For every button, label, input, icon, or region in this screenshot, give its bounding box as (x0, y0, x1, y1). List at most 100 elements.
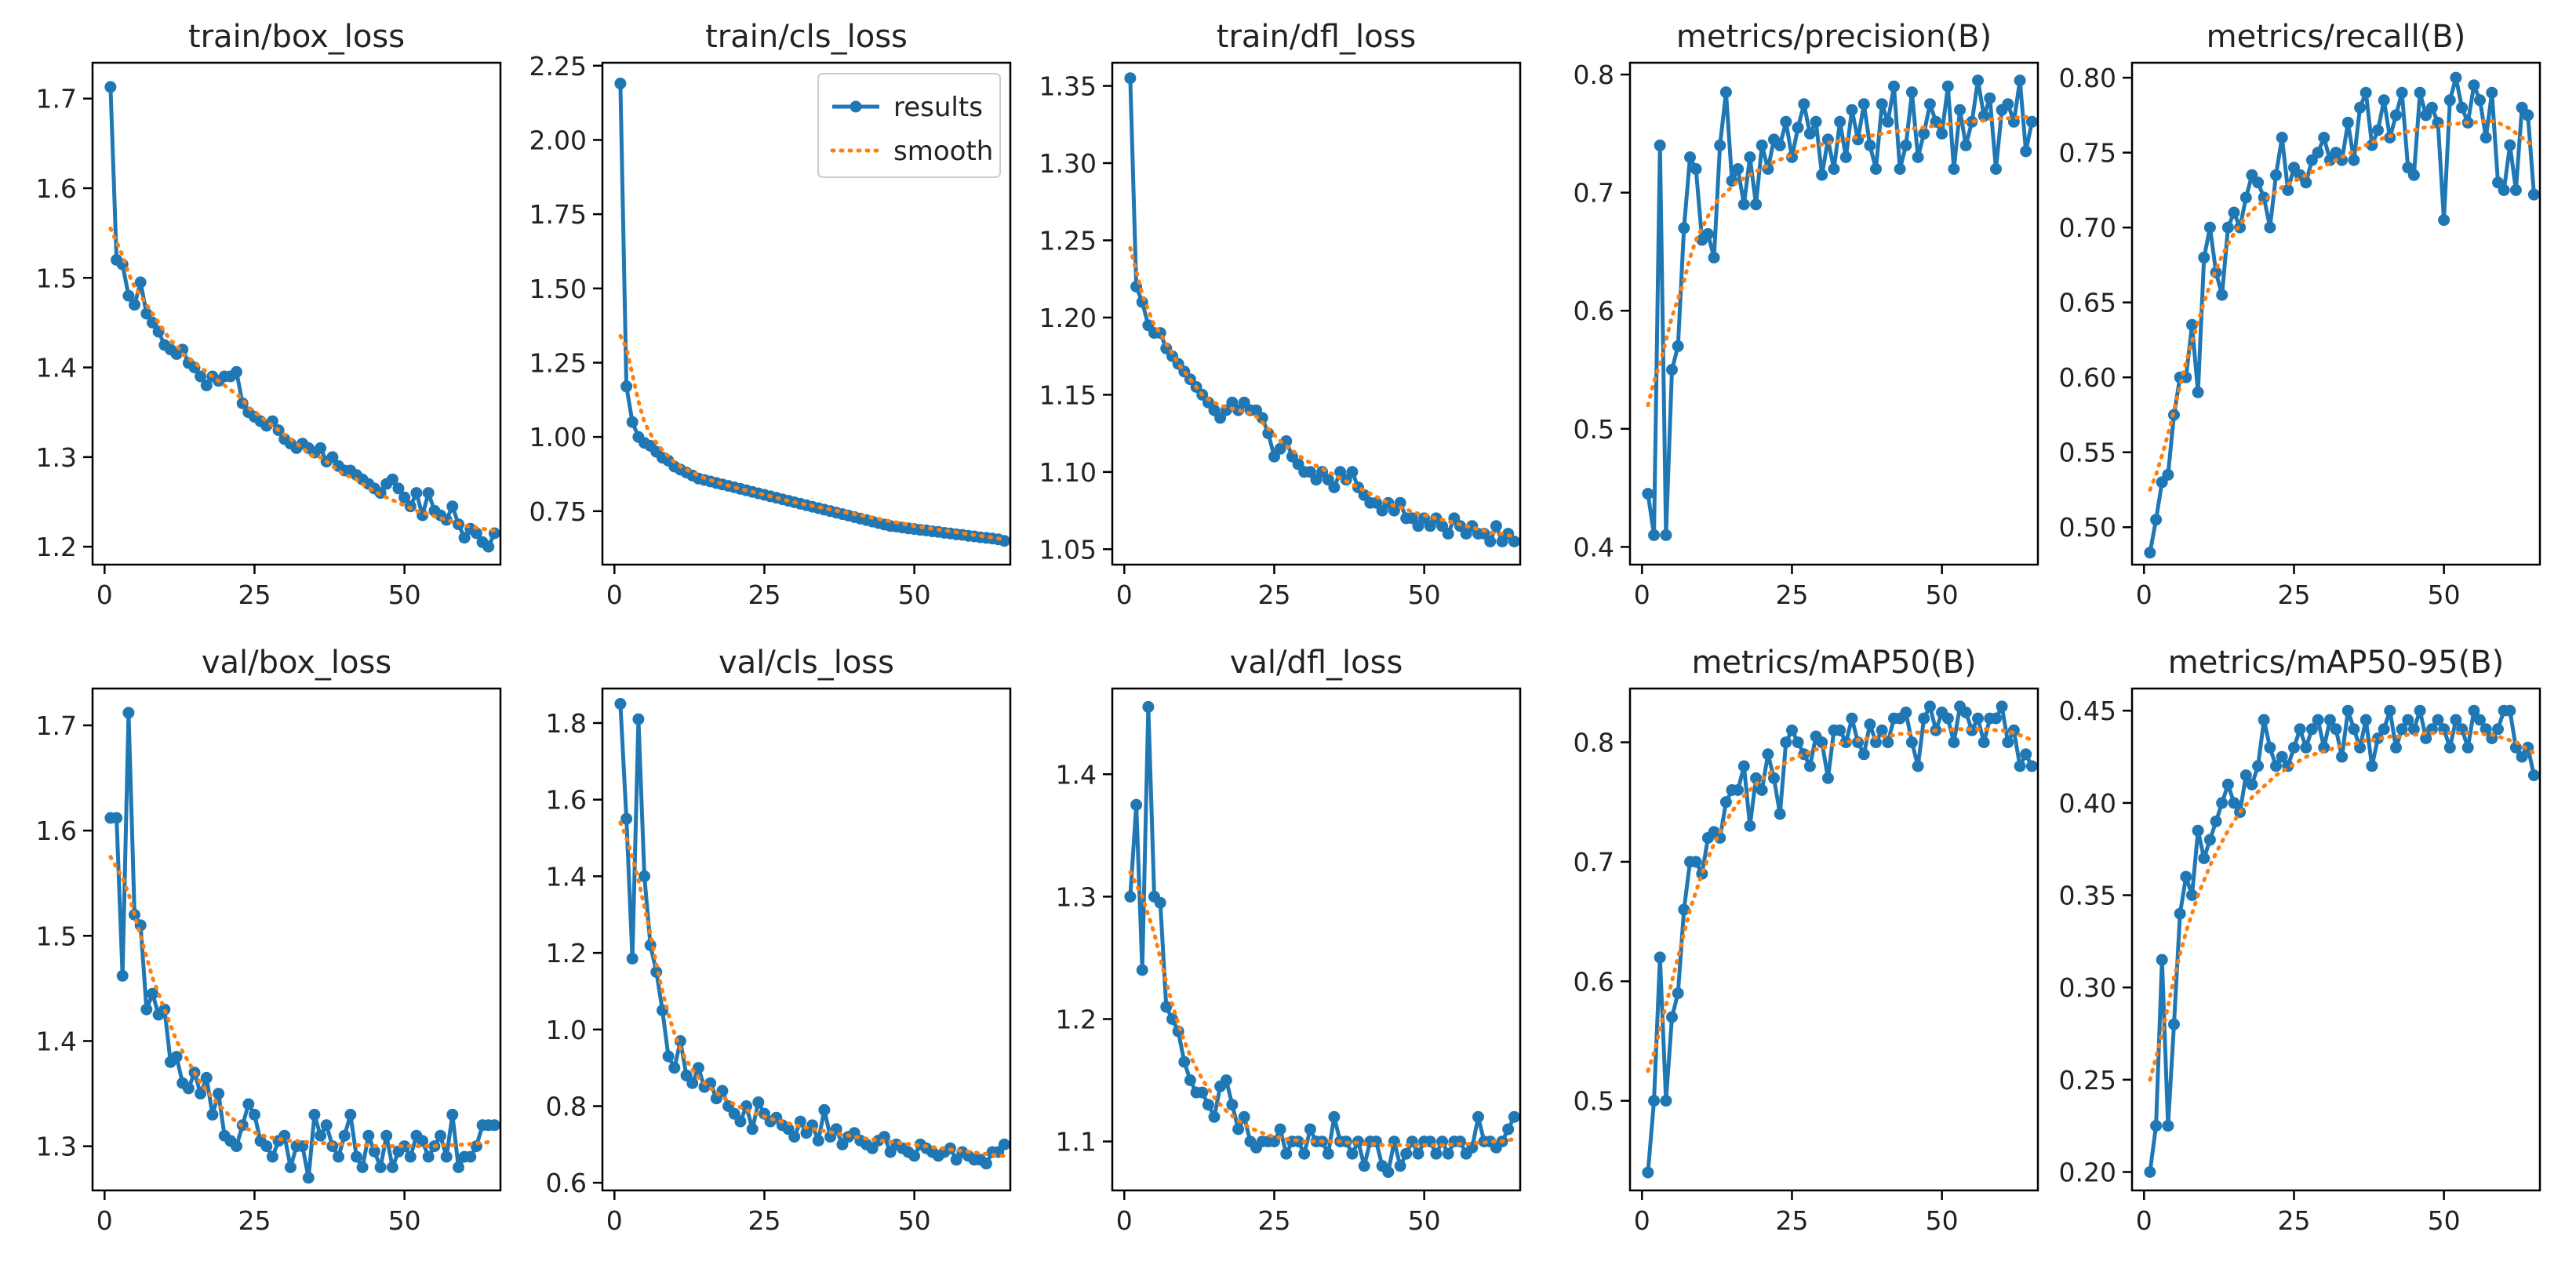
y-tick-label: 1.2 (546, 938, 587, 968)
data-point-results (2228, 797, 2240, 809)
data-point-results (1484, 536, 1497, 547)
data-point-results (1648, 529, 1661, 541)
data-point-results (2480, 132, 2492, 144)
data-point-results (1660, 529, 1672, 541)
data-point-results (1280, 435, 1293, 447)
chart-title: val/box_loss (202, 645, 391, 681)
data-point-results (1412, 1147, 1424, 1160)
data-point-results (362, 1129, 375, 1142)
chart-title: val/cls_loss (719, 645, 894, 681)
data-point-results (2198, 251, 2210, 263)
data-point-results (1274, 1123, 1286, 1136)
data-point-results (2516, 750, 2528, 763)
y-tick-label: 0.8 (1574, 60, 1614, 90)
x-tick-label: 50 (1926, 580, 1959, 610)
data-point-results (320, 1119, 333, 1132)
data-point-results (140, 1003, 153, 1016)
chart-title: metrics/mAP50-95(B) (2168, 645, 2504, 681)
data-point-results (1918, 712, 1930, 725)
data-point-results (1666, 1011, 1678, 1023)
data-point-results (2180, 870, 2192, 883)
panel-train-cls-loss: train/cls_loss 0.75 1.00 1.25 1.50 1.75 2.00 2.… (529, 19, 1012, 610)
data-point-results (2474, 714, 2486, 726)
data-point-results (1660, 1095, 1672, 1107)
data-point-results (453, 1161, 464, 1173)
data-point-results (410, 487, 423, 500)
data-point-results (404, 1150, 417, 1163)
panel-val-dfl-loss: val/dfl_loss 1.1 1.2 1.3 1.4 0 25 50 (1056, 645, 1522, 1236)
data-point-results (2372, 732, 2384, 744)
y-tick-label: 0.6 (1574, 296, 1614, 326)
y-tick-label: 1.75 (529, 199, 587, 230)
y-tick-label: 1.20 (1039, 303, 1097, 333)
x-tick-label: 50 (2428, 1205, 2461, 1236)
data-point-results (2168, 1018, 2180, 1030)
x-tick-label: 50 (898, 580, 931, 610)
data-point-results (1328, 482, 1341, 493)
data-point-results (620, 380, 633, 393)
data-point-results (1948, 736, 1960, 749)
y-tick-label: 1.7 (36, 710, 77, 741)
data-point-results (2144, 1166, 2156, 1178)
data-point-results (2221, 778, 2234, 790)
data-point-results (1857, 748, 1870, 761)
data-point-results (1780, 115, 1792, 128)
chart-title: train/cls_loss (705, 19, 908, 55)
y-tick-label: 1.2 (36, 532, 77, 562)
data-point-results (333, 1150, 344, 1163)
data-point-results (1672, 987, 1684, 1000)
data-point-results (614, 698, 627, 710)
panel-metrics-map50-b: metrics/mAP50(B) 0.5 0.6 0.7 0.8 0 25 50 (1574, 645, 2039, 1236)
data-point-results (422, 487, 435, 500)
data-point-results (1828, 163, 1840, 175)
panel-train-dfl-loss: train/dfl_loss 1.05 1.10 1.15 1.20 1.25 1.30 1.… (1039, 19, 1522, 610)
y-tick-label: 0.7 (1574, 847, 1614, 878)
data-point-results (1750, 198, 1763, 211)
data-point-results (111, 812, 123, 824)
data-point-results (2396, 86, 2408, 99)
data-point-results (1226, 1099, 1239, 1111)
data-point-results (386, 1161, 398, 1173)
data-point-results (1654, 951, 1666, 964)
data-point-results (2504, 704, 2516, 717)
x-tick-label: 50 (388, 580, 421, 610)
data-point-results (2407, 169, 2420, 181)
data-point-results (1846, 712, 1858, 725)
data-point-results (440, 1150, 453, 1163)
data-point-results (488, 1119, 500, 1132)
y-tick-label: 0.50 (2059, 512, 2116, 543)
x-tick-label: 25 (1775, 1205, 1808, 1236)
data-point-results (2486, 86, 2498, 99)
data-point-results (2450, 714, 2462, 726)
y-tick-label: 1.00 (529, 422, 587, 452)
data-point-results (2390, 741, 2402, 754)
data-point-results (1900, 707, 1912, 718)
y-tick-label: 1.5 (36, 263, 77, 293)
data-point-results (1642, 1166, 1654, 1179)
data-point-results (2414, 86, 2426, 99)
data-point-results (812, 1135, 824, 1147)
plot-frame (601, 687, 1012, 1192)
data-point-results (2432, 714, 2444, 726)
data-point-results (464, 1150, 477, 1163)
legend-marker-results (850, 100, 862, 113)
data-point-results (122, 289, 135, 302)
data-point-results (200, 379, 213, 391)
data-point-results (1756, 784, 1768, 796)
y-tick-label: 0.7 (1574, 178, 1614, 209)
data-point-results (2150, 1120, 2163, 1132)
data-point-results (1821, 772, 1834, 784)
data-point-results (440, 514, 453, 526)
data-point-results (1894, 163, 1906, 175)
y-tick-label: 0.65 (2059, 288, 2116, 318)
series-line-smooth (108, 226, 497, 533)
data-point-results (1322, 1147, 1334, 1160)
x-tick-label: 50 (388, 1205, 421, 1236)
data-point-results (2288, 741, 2300, 754)
data-point-results (1905, 86, 1918, 99)
data-point-results (2258, 191, 2270, 204)
data-point-results (1762, 748, 1774, 761)
data-point-results (692, 1062, 704, 1074)
data-point-results (818, 1103, 831, 1116)
